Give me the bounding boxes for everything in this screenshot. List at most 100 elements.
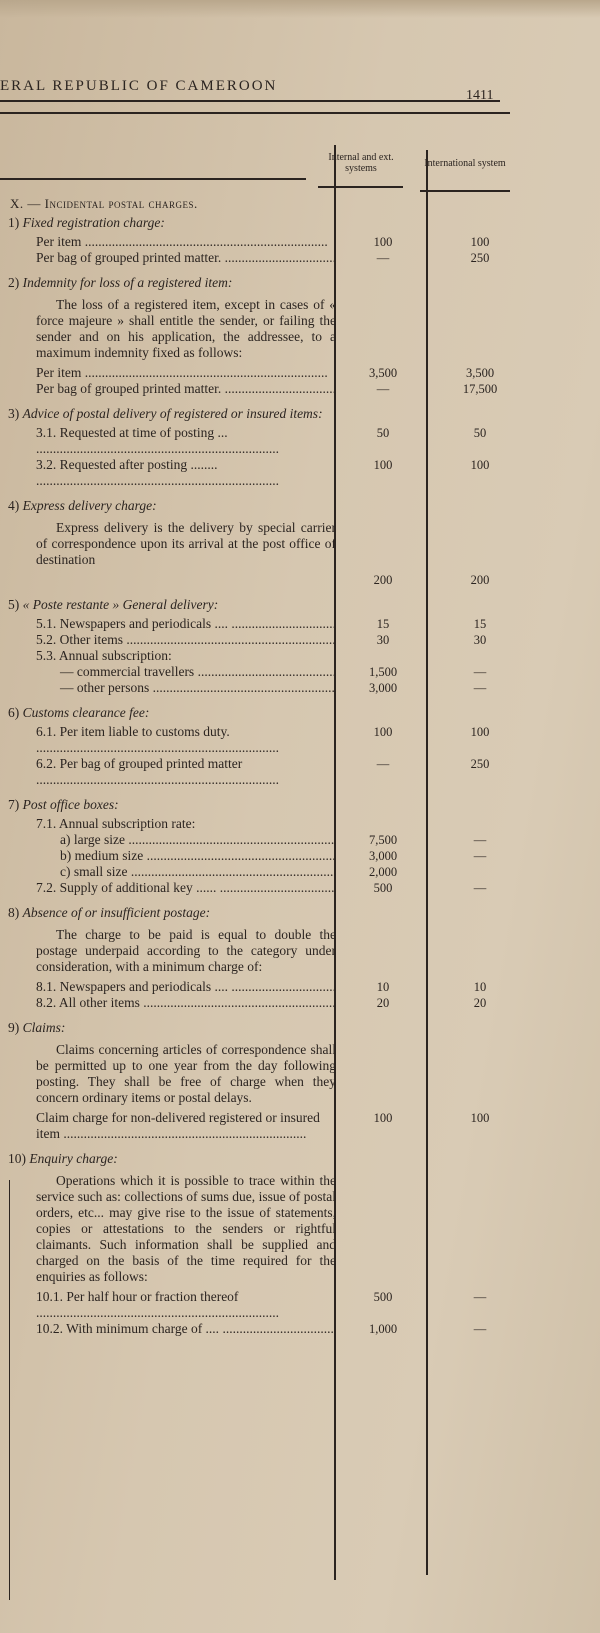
table-row: 3.1. Requested at time of posting ... 50 5… — [8, 425, 528, 457]
charge-item-title: 5) « Poste restante » General delivery: — [8, 596, 328, 613]
table-row: a) large size 7,500 — — [8, 832, 528, 848]
internal-rate — [336, 648, 430, 664]
item-number: 5) — [8, 597, 20, 612]
item-number: 3) — [8, 406, 20, 421]
table-row: 200 200 — [8, 572, 528, 588]
charges-table: X. — Incidental postal charges. 1) Fixed… — [8, 196, 528, 1345]
international-column-rule — [420, 190, 510, 192]
table-row: Claim charge for non-delivered registere… — [8, 1110, 528, 1142]
row-label: 6.2. Per bag of grouped printed matter — [8, 756, 336, 788]
row-label: a) large size — [8, 832, 336, 848]
row-label: 3.1. Requested at time of posting ... — [8, 425, 336, 457]
item-title: Customs clearance fee: — [22, 705, 150, 720]
item-title: Indemnity for loss of a registered item: — [22, 275, 233, 290]
international-rate — [430, 864, 530, 880]
table-row: 5.3. Annual subscription: — [8, 648, 528, 664]
internal-rate: 1,000 — [368, 1322, 398, 1336]
international-rate: 200 — [470, 573, 490, 587]
row-label: Per bag of grouped printed matter. — [8, 381, 336, 397]
item-description: Express delivery is the delivery by spec… — [36, 520, 336, 567]
international-rate: 100 — [470, 1111, 490, 1125]
item-description: Claims concerning articles of correspond… — [36, 1042, 336, 1105]
row-label: 5.1. Newspapers and periodicals .... — [8, 616, 336, 632]
charge-item-title: 6) Customs clearance fee: — [8, 704, 328, 721]
international-rate: 3,500 — [465, 366, 495, 380]
item-title: Post office boxes: — [22, 797, 119, 812]
charge-item: 8) Absence of or insufficient postage: Th… — [8, 904, 528, 1011]
table-row: 5.2. Other items 30 30 — [8, 632, 528, 648]
row-label: Per bag of grouped printed matter. — [8, 250, 336, 266]
table-row: 8.1. Newspapers and periodicals .... 10 10 — [8, 979, 528, 995]
internal-rate: 100 — [373, 235, 393, 249]
international-rate: 10 — [473, 980, 487, 994]
table-row: 3.2. Requested after posting ........ 100… — [8, 457, 528, 489]
internal-rate: 100 — [373, 458, 393, 472]
internal-rate: 3,500 — [368, 366, 398, 380]
item-description: The loss of a registered item, except in… — [36, 297, 336, 360]
internal-rate: 20 — [376, 996, 390, 1010]
section-heading: X. — Incidental postal charges. — [10, 196, 528, 212]
table-row: — commercial travellers 1,500 — — [8, 664, 528, 680]
item-title: Express delivery charge: — [22, 498, 157, 513]
table-row: b) medium size 3,000 — — [8, 848, 528, 864]
row-label: Claim charge for non-delivered registere… — [8, 1110, 336, 1142]
internal-rate: 1,500 — [368, 665, 398, 679]
item-number: 10) — [8, 1151, 26, 1166]
left-margin-line — [9, 1180, 10, 1600]
table-row: 6.2. Per bag of grouped printed matter — 2… — [8, 756, 528, 788]
table-row: 10.2. With minimum charge of .... 1,000 — — [8, 1321, 528, 1337]
charge-item: 2) Indemnity for loss of a registered it… — [8, 274, 528, 397]
column-header-internal: Internal and ext. systems — [328, 152, 394, 174]
table-row: c) small size 2,000 — [8, 864, 528, 880]
international-rate: 100 — [470, 725, 490, 739]
internal-rate: 100 — [373, 1111, 393, 1125]
table-row: Per bag of grouped printed matter. — 17,50… — [8, 381, 528, 397]
international-rate — [430, 648, 530, 664]
row-label: — other persons — [8, 680, 336, 696]
header-rule-lower — [0, 112, 510, 114]
international-rate: 100 — [470, 458, 490, 472]
charge-item-title: 9) Claims: — [8, 1019, 328, 1036]
item-title: Fixed registration charge: — [22, 215, 165, 230]
charge-item: 4) Express delivery charge: Express deliv… — [8, 497, 528, 588]
item-title: Advice of postal delivery of registered … — [22, 406, 323, 421]
internal-rate: — — [376, 251, 390, 265]
international-rate: 15 — [473, 617, 487, 631]
charge-item-title: 2) Indemnity for loss of a registered it… — [8, 274, 328, 291]
internal-rate: 7,500 — [368, 833, 398, 847]
international-rate: 30 — [473, 633, 487, 647]
international-rate: — — [473, 1290, 487, 1304]
row-label: 3.2. Requested after posting ........ — [8, 457, 336, 489]
international-rate: — — [473, 833, 487, 847]
internal-rate: 500 — [373, 881, 393, 895]
internal-rate: — — [376, 382, 390, 396]
row-label: 10.1. Per half hour or fraction thereof — [8, 1289, 336, 1321]
item-number: 1) — [8, 215, 20, 230]
internal-rate: — — [376, 757, 390, 771]
internal-rate: 2,000 — [368, 865, 398, 879]
charge-item: 9) Claims: Claims concerning articles of … — [8, 1019, 528, 1142]
header-rule — [0, 100, 500, 102]
table-row: 8.2. All other items 20 20 — [8, 995, 528, 1011]
international-rate: 100 — [470, 235, 490, 249]
internal-rate: 500 — [373, 1290, 393, 1304]
charge-item-title: 4) Express delivery charge: — [8, 497, 328, 514]
item-title: Claims: — [22, 1020, 66, 1035]
table-row: 10.1. Per half hour or fraction thereof 5… — [8, 1289, 528, 1321]
running-title: ERAL REPUBLIC OF CAMEROON — [0, 78, 278, 94]
internal-rate — [336, 816, 430, 832]
section-title: Incidental postal charges. — [44, 196, 198, 211]
charge-item: 10) Enquiry charge: Operations which it i… — [8, 1150, 528, 1337]
charge-item: 6) Customs clearance fee: 6.1. Per item l… — [8, 704, 528, 788]
row-label: 5.2. Other items — [8, 632, 336, 648]
item-title: Enquiry charge: — [29, 1151, 118, 1166]
table-row: 7.2. Supply of additional key ...... 500 — — [8, 880, 528, 896]
internal-rate: 100 — [373, 725, 393, 739]
row-label: b) medium size — [8, 848, 336, 864]
international-rate: 50 — [473, 426, 487, 440]
row-label: 8.1. Newspapers and periodicals .... — [8, 979, 336, 995]
item-number: 6) — [8, 705, 20, 720]
internal-rate: 15 — [376, 617, 390, 631]
charge-item-title: 8) Absence of or insufficient postage: — [8, 904, 328, 921]
international-rate: — — [473, 881, 487, 895]
